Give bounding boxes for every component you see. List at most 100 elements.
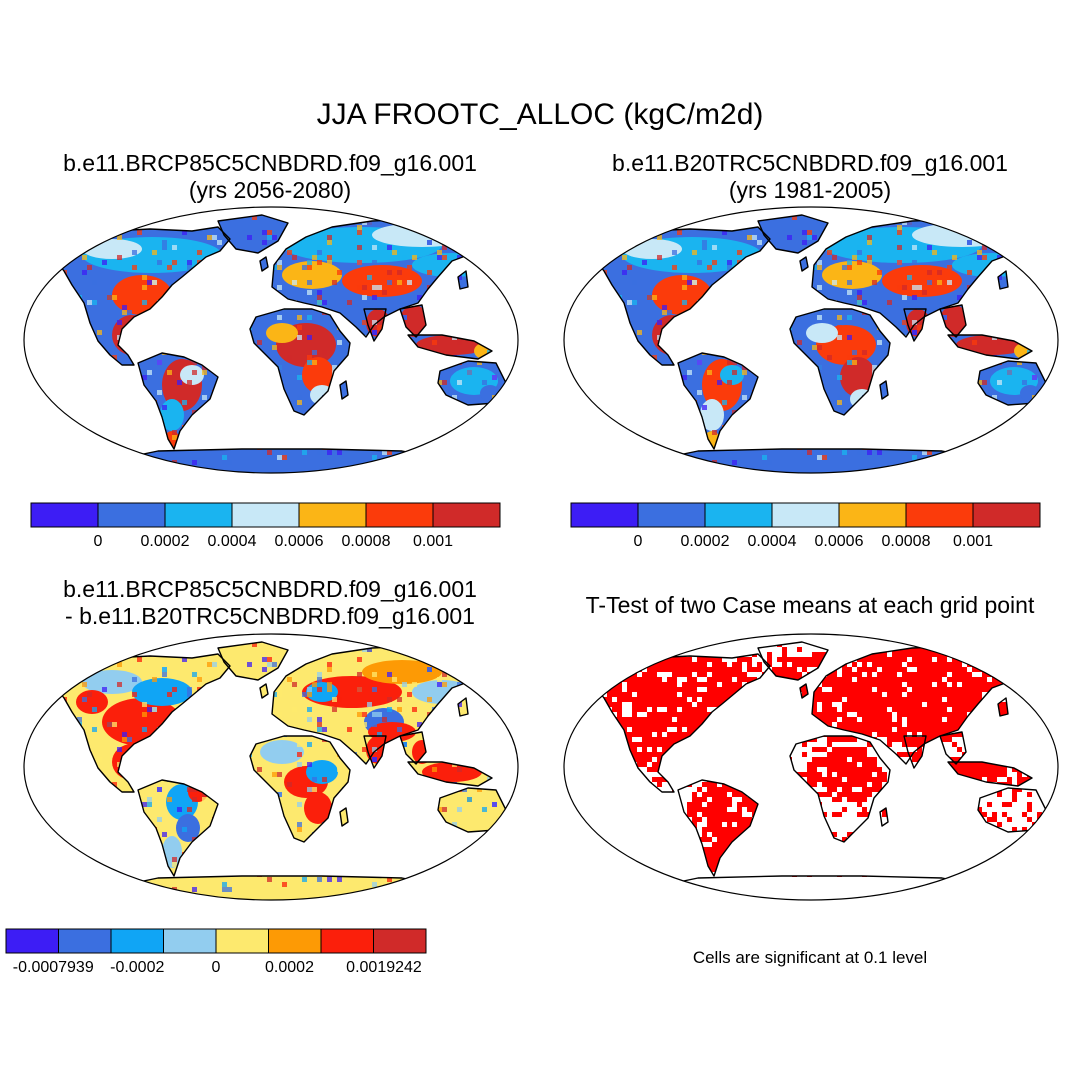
coastline-madagascar [339, 807, 349, 827]
colorbar-tick-label: 0 [211, 959, 221, 976]
coastline-indonesia [947, 761, 1033, 787]
coastline-eurasia [271, 218, 495, 338]
colorbar-tick-label: 0.0008 [881, 533, 931, 550]
difference-map [23, 633, 519, 901]
coastline-southAmerica [137, 779, 219, 877]
colorbar-tick-label: 0.0006 [274, 533, 324, 550]
map-border [23, 633, 519, 901]
colorbar-box [58, 928, 112, 954]
coastline-seAsia [939, 304, 967, 338]
coastline-uk [799, 256, 809, 272]
colorbar-box [905, 502, 974, 528]
colorbar-box [231, 502, 300, 528]
coastline-madagascar [879, 380, 889, 400]
coastline-africa [249, 735, 351, 843]
map-border [563, 633, 1059, 901]
coastline-greenland [217, 641, 289, 681]
colorbar-box [972, 502, 1041, 528]
colorbar-box [373, 928, 427, 954]
ttest-map [563, 633, 1059, 901]
colorbar-tick-label: 0.001 [412, 533, 454, 550]
historical-case-map [563, 206, 1059, 474]
colorbar-tick-label: -0.0007939 [12, 959, 94, 976]
coastline-newZealand [507, 392, 515, 410]
map-border [563, 206, 1059, 474]
panel2-years: (yrs 1981-2005) [728, 177, 892, 203]
future-case-map [23, 206, 519, 474]
colorbar-tick-label: 0.0006 [814, 533, 864, 550]
panel1-title: b.e11.BRCP85C5CNBDRD.f09_g16.001 [63, 150, 477, 176]
colorbar-tick-label: -0.0002 [110, 959, 165, 976]
coastline-uk [259, 256, 269, 272]
colorbar-box [570, 502, 639, 528]
coastline-africa [789, 735, 891, 843]
coastline-africa [249, 308, 351, 416]
colorbar-box [5, 928, 59, 954]
coastline-greenland [757, 641, 829, 681]
colorbar-tick-label: 0.0002 [680, 533, 730, 550]
coastline-antarctica [639, 448, 993, 473]
coastline-africa [789, 308, 891, 416]
coastline-madagascar [339, 380, 349, 400]
coastline-india [363, 308, 387, 342]
coastline-indonesia [407, 761, 493, 787]
coastline-japan [457, 270, 469, 290]
significance-note: Cells are significant at 0.1 level [692, 948, 928, 967]
coastline-india [903, 308, 927, 342]
figure-title: JJA FROOTC_ALLOC (kgC/m2d) [316, 98, 764, 131]
coastline-antarctica [99, 448, 453, 473]
colorbar-difference [5, 928, 427, 954]
colorbar-tick-label: 0.001 [952, 533, 994, 550]
colorbar-box [97, 502, 166, 528]
colorbar-tick-label: 0.0004 [207, 533, 257, 550]
coastline-newZealand [507, 819, 515, 837]
colorbar-box [30, 502, 99, 528]
colorbar-box [268, 928, 322, 954]
coastline-southAmerica [137, 352, 219, 450]
coastline-seAsia [399, 304, 427, 338]
colorbar-box [215, 928, 269, 954]
colorbar-historical [570, 502, 1041, 528]
panel3-title: b.e11.BRCP85C5CNBDRD.f09_g16.001 [63, 576, 477, 602]
colorbar-tick-label: 0.0019242 [346, 959, 422, 976]
coastline-seAsia [399, 731, 427, 765]
coastline-antarctica [639, 875, 993, 900]
panel2-title: b.e11.B20TRC5CNBDRD.f09_g16.001 [612, 150, 1008, 176]
coastline-newZealand [1047, 392, 1055, 410]
colorbar-box [365, 502, 434, 528]
colorbar-box [432, 502, 501, 528]
coastline-greenland [217, 214, 289, 254]
colorbar-future [30, 502, 501, 528]
coastline-india [363, 735, 387, 769]
coastline-eurasia [271, 645, 495, 765]
colorbar-tick-label: 0 [633, 533, 643, 550]
coastline-southAmerica [677, 779, 759, 877]
colorbar-tick-label: 0 [93, 533, 103, 550]
coastline-southAmerica [677, 352, 759, 450]
coastline-india [903, 735, 927, 769]
coastline-uk [259, 683, 269, 699]
colorbar-box [320, 928, 374, 954]
map-border [23, 206, 519, 474]
colorbar-box [163, 928, 217, 954]
panel4-title: T-Test of two Case means at each grid po… [585, 592, 1035, 618]
coastline-uk [799, 683, 809, 699]
coastline-greenland [757, 214, 829, 254]
colorbar-tick-label: 0.0004 [747, 533, 797, 550]
colorbar-box [771, 502, 840, 528]
colorbar-box [164, 502, 233, 528]
colorbar-tick-label: 0.0002 [265, 959, 314, 976]
colorbar-box [637, 502, 706, 528]
coastline-seAsia [939, 731, 967, 765]
panel3-subtitle: - b.e11.B20TRC5CNBDRD.f09_g16.001 [65, 603, 475, 629]
colorbar-box [110, 928, 164, 954]
coastline-japan [457, 697, 469, 717]
coastline-japan [997, 270, 1009, 290]
colorbar-box [298, 502, 367, 528]
coastline-madagascar [879, 807, 889, 827]
coastline-indonesia [407, 334, 493, 360]
coastline-eurasia [811, 645, 1035, 765]
colorbar-tick-label: 0.0002 [140, 533, 190, 550]
colorbar-tick-label: 0.0008 [341, 533, 391, 550]
panel1-years: (yrs 2056-2080) [188, 177, 352, 203]
